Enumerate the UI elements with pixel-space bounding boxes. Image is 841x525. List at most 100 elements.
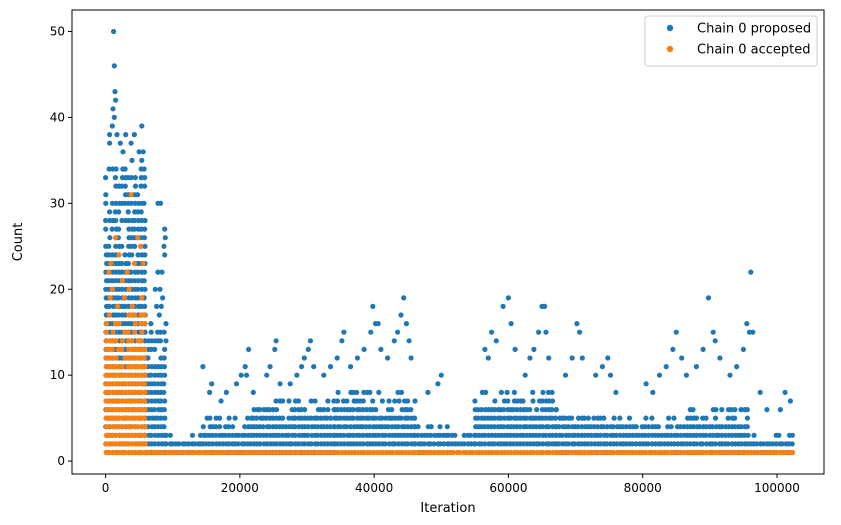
scatter-point — [110, 329, 116, 335]
scatter-point — [209, 381, 215, 387]
scatter-point — [116, 372, 122, 378]
scatter-point — [142, 183, 148, 189]
scatter-point — [327, 364, 334, 370]
scatter-point — [235, 432, 242, 438]
scatter-point — [120, 149, 126, 155]
scatter-point — [244, 372, 250, 378]
scatter-point — [522, 372, 528, 378]
scatter-point — [223, 389, 229, 395]
scatter-point — [703, 415, 709, 421]
scatter-point — [392, 398, 398, 404]
scatter-point — [382, 441, 388, 447]
scatter-point — [106, 303, 112, 309]
scatter-point — [549, 398, 556, 404]
scatter-point — [565, 441, 571, 447]
scatter-point — [142, 226, 148, 232]
scatter-point — [666, 415, 672, 421]
scatter-point — [620, 424, 626, 430]
scatter-point — [217, 415, 223, 421]
scatter-point — [510, 441, 516, 447]
scatter-point — [281, 449, 287, 456]
scatter-point — [135, 278, 141, 284]
scatter-point — [629, 441, 636, 447]
scatter-point — [142, 389, 148, 395]
scatter-point — [116, 226, 122, 232]
scatter-point — [703, 432, 709, 438]
scatter-point — [719, 424, 725, 430]
scatter-point — [321, 407, 327, 413]
scatter-point — [119, 338, 125, 344]
scatter-point — [140, 149, 146, 155]
scatter-point — [395, 441, 402, 447]
scatter-point — [111, 63, 117, 69]
scatter-point — [337, 424, 343, 430]
scatter-point — [348, 364, 354, 370]
scatter-point — [119, 183, 125, 189]
scatter-point — [681, 449, 687, 456]
scatter-point — [368, 329, 374, 335]
scatter-point — [162, 398, 168, 404]
scatter-point — [572, 441, 578, 447]
scatter-point — [141, 381, 147, 387]
scatter-point — [141, 432, 147, 438]
scatter-point — [379, 415, 385, 421]
scatter-point — [162, 235, 168, 241]
scatter-point — [360, 398, 366, 404]
scatter-point — [308, 415, 314, 421]
scatter-point — [103, 441, 109, 447]
scatter-point — [539, 398, 546, 404]
scatter-point — [725, 415, 731, 421]
scatter-point — [155, 269, 161, 275]
scatter-point — [412, 441, 418, 447]
scatter-point — [579, 355, 585, 361]
scatter-point — [604, 424, 610, 430]
scatter-point — [106, 312, 112, 318]
scatter-point — [601, 415, 607, 421]
scatter-point — [505, 398, 511, 404]
scatter-point — [383, 415, 389, 421]
scatter-point — [717, 355, 723, 361]
scatter-point — [385, 355, 391, 361]
scatter-point — [185, 449, 191, 456]
scatter-point — [285, 432, 292, 438]
scatter-point — [694, 432, 700, 438]
scatter-point — [505, 295, 511, 301]
scatter-point — [734, 364, 740, 370]
scatter-point — [135, 407, 141, 413]
scatter-point — [268, 449, 274, 456]
scatter-point — [674, 432, 680, 438]
scatter-point — [236, 449, 242, 456]
scatter-point — [106, 407, 112, 413]
scatter-point — [112, 89, 118, 95]
scatter-point — [163, 432, 169, 438]
scatter-point — [491, 415, 497, 421]
scatter-point — [163, 441, 169, 447]
scatter-point — [591, 449, 597, 456]
scatter-point — [113, 449, 119, 456]
scatter-point — [591, 415, 597, 421]
scatter-point — [344, 398, 350, 404]
scatter-point — [656, 372, 663, 378]
scatter-point — [122, 312, 128, 318]
scatter-point — [520, 441, 526, 447]
scatter-point — [405, 415, 411, 421]
scatter-point — [286, 398, 292, 404]
scatter-point — [322, 449, 328, 456]
scatter-point — [112, 321, 119, 327]
scatter-point — [280, 398, 286, 404]
scatter-point — [152, 441, 158, 447]
scatter-point — [585, 415, 591, 421]
scatter-point — [386, 398, 392, 404]
scatter-point — [161, 329, 167, 335]
scatter-point — [604, 441, 610, 447]
scatter-point — [508, 321, 514, 327]
scatter-point — [277, 381, 283, 387]
scatter-point — [378, 346, 384, 352]
scatter-point — [732, 415, 738, 421]
scatter-point — [787, 398, 794, 404]
scatter-point — [482, 346, 488, 352]
scatter-point — [575, 424, 581, 430]
scatter-point — [107, 209, 113, 215]
scatter-point — [289, 441, 295, 447]
y-axis: 0 10 20 30 40 50 — [50, 24, 72, 468]
